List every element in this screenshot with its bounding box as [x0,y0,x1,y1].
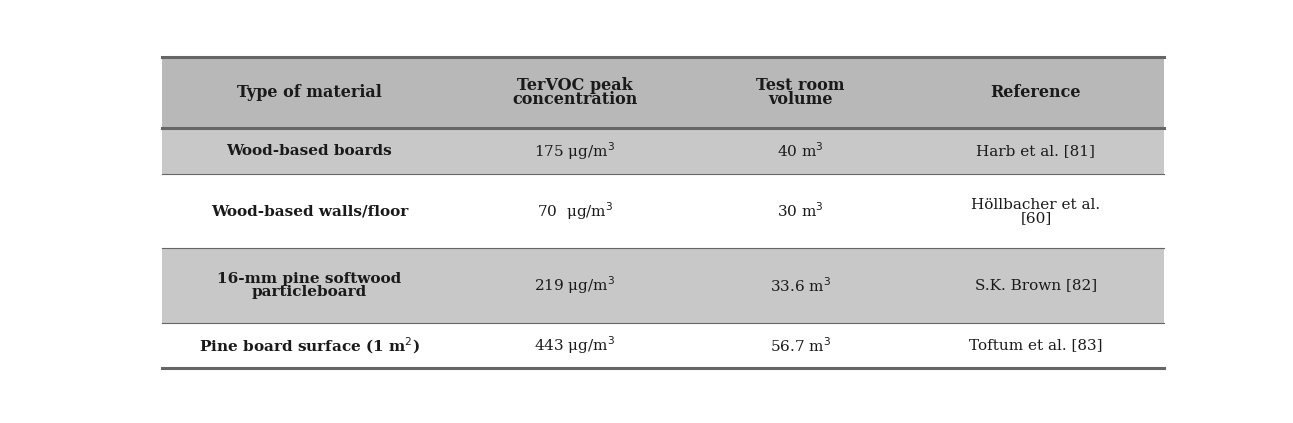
Text: [60]: [60] [1020,211,1051,225]
Text: S.K. Brown [82]: S.K. Brown [82] [975,278,1096,292]
Text: 175 μg/m$^3$: 175 μg/m$^3$ [534,140,615,162]
Text: 40 m$^3$: 40 m$^3$ [777,142,824,160]
Text: Höllbacher et al.: Höllbacher et al. [971,198,1100,212]
Bar [162,57,1164,128]
Text: 30 m$^3$: 30 m$^3$ [777,202,824,220]
Text: Harb et al. [81]: Harb et al. [81] [976,144,1095,158]
Text: Reference: Reference [990,84,1081,101]
Bar [162,174,1164,248]
Text: 16-mm pine softwood: 16-mm pine softwood [217,272,402,286]
Text: 443 μg/m$^3$: 443 μg/m$^3$ [534,335,615,356]
Text: 33.6 m$^3$: 33.6 m$^3$ [769,276,831,295]
Text: 56.7 m$^3$: 56.7 m$^3$ [769,336,831,355]
Text: Wood-based boards: Wood-based boards [226,144,392,158]
Text: Toftum et al. [83]: Toftum et al. [83] [970,338,1103,352]
Text: volume: volume [768,91,833,108]
Text: particleboard: particleboard [252,285,367,299]
Bar [162,128,1164,174]
Text: Test room: Test room [756,77,844,94]
Text: Type of material: Type of material [237,84,381,101]
Bar [162,323,1164,368]
Text: concentration: concentration [512,91,637,108]
Text: Pine board surface (1 m$^2$): Pine board surface (1 m$^2$) [199,335,420,356]
Bar [162,248,1164,323]
Text: 70  μg/m$^3$: 70 μg/m$^3$ [537,200,613,222]
Text: 219 μg/m$^3$: 219 μg/m$^3$ [534,275,615,297]
Text: TerVOC peak: TerVOC peak [517,77,632,94]
Text: Wood-based walls/floor: Wood-based walls/floor [211,204,409,218]
